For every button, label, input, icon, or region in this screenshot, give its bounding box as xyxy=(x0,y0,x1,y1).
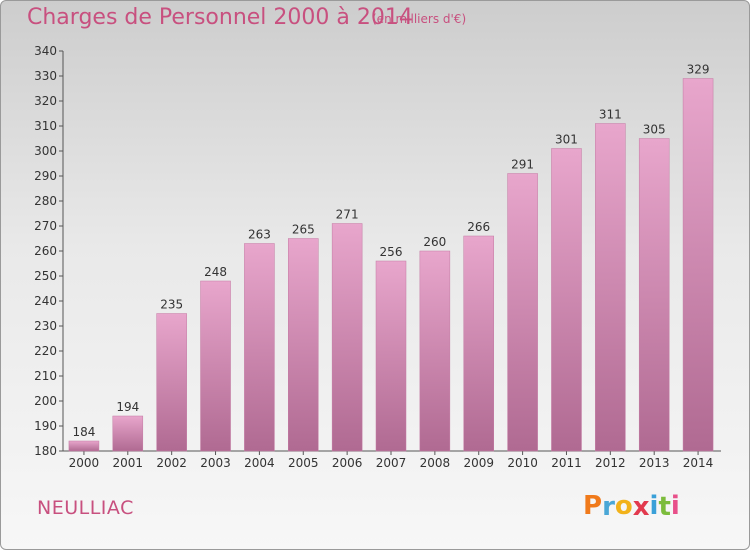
bar xyxy=(200,280,231,452)
unit-note: (en milliers d'€) xyxy=(372,12,467,26)
y-tick-label: 280 xyxy=(34,194,57,208)
x-tick-label: 2014 xyxy=(683,456,714,470)
x-tick-label: 2009 xyxy=(463,456,494,470)
data-label: 263 xyxy=(248,228,271,242)
commune-name: NEULLIAC xyxy=(37,497,134,519)
y-tick-label: 190 xyxy=(34,419,57,433)
y-tick-label: 340 xyxy=(34,44,57,58)
bar xyxy=(68,440,100,452)
x-tick-label: 2010 xyxy=(507,456,538,470)
bar xyxy=(331,223,363,452)
data-label: 235 xyxy=(160,298,183,312)
bar xyxy=(595,123,626,452)
y-tick-label: 230 xyxy=(34,319,57,333)
x-tick-label: 2012 xyxy=(595,456,626,470)
data-label: 271 xyxy=(336,208,359,222)
y-tick-label: 220 xyxy=(34,344,57,358)
x-tick-label: 2013 xyxy=(639,456,670,470)
x-tick-label: 2011 xyxy=(551,456,582,470)
bar xyxy=(463,235,494,452)
x-tick-label: 2003 xyxy=(200,456,231,470)
proxiti-logo: Proxiti xyxy=(583,491,680,522)
bar xyxy=(375,260,407,452)
x-tick-label: 2007 xyxy=(376,456,407,470)
data-label: 260 xyxy=(423,235,446,249)
data-label: 329 xyxy=(687,63,710,77)
data-label: 265 xyxy=(292,223,315,237)
y-tick-label: 180 xyxy=(34,444,57,458)
logo-letter: P xyxy=(583,491,603,521)
data-labels: 184 194 235 248 263 265 271 256 260 266 291 301 311 3… xyxy=(72,63,709,440)
bar xyxy=(551,148,582,452)
bar xyxy=(244,243,275,452)
x-tick-label: 2008 xyxy=(420,456,451,470)
bars xyxy=(68,78,714,452)
y-tick-label: 240 xyxy=(34,294,57,308)
bar xyxy=(288,238,319,452)
bar xyxy=(638,138,670,452)
y-tick-label: 320 xyxy=(34,94,57,108)
logo-letter: i xyxy=(670,491,680,521)
x-tick-label: 2000 xyxy=(69,456,100,470)
logo-letter: o xyxy=(614,491,633,521)
x-tick-label: 2001 xyxy=(113,456,144,470)
bar xyxy=(419,250,451,452)
x-tick-label: 2002 xyxy=(156,456,187,470)
y-tick-label: 330 xyxy=(34,69,57,83)
y-tick-label: 200 xyxy=(34,394,57,408)
bar xyxy=(682,78,714,452)
bar xyxy=(112,415,144,452)
y-tick-label: 210 xyxy=(34,369,57,383)
y-tick-label: 290 xyxy=(34,169,57,183)
logo-letter: r xyxy=(602,492,615,522)
y-tick-label: 300 xyxy=(34,144,57,158)
data-label: 291 xyxy=(511,158,534,172)
data-label: 266 xyxy=(467,220,490,234)
axes: 180 190 200 210 220 230 240 250 260 270 280 290 300 3… xyxy=(34,44,721,470)
bar xyxy=(507,173,538,452)
data-label: 256 xyxy=(380,245,403,259)
data-label: 248 xyxy=(204,265,227,279)
data-label: 194 xyxy=(116,400,139,414)
data-label: 184 xyxy=(72,425,95,439)
data-label: 311 xyxy=(599,108,622,122)
data-label: 301 xyxy=(555,133,578,147)
logo-letter: x xyxy=(632,492,650,522)
chart-title: Charges de Personnel 2000 à 2014 xyxy=(27,5,413,30)
data-label: 305 xyxy=(643,123,666,137)
x-tick-label: 2004 xyxy=(244,456,275,470)
bar xyxy=(156,313,187,452)
y-tick-label: 270 xyxy=(34,219,57,233)
x-tick-label: 2006 xyxy=(332,456,363,470)
y-tick-label: 260 xyxy=(34,244,57,258)
y-tick-label: 250 xyxy=(34,269,57,283)
y-tick-label: 310 xyxy=(34,119,57,133)
logo-letter: i xyxy=(649,491,659,521)
x-tick-label: 2005 xyxy=(288,456,319,470)
logo-letter: t xyxy=(658,492,671,522)
